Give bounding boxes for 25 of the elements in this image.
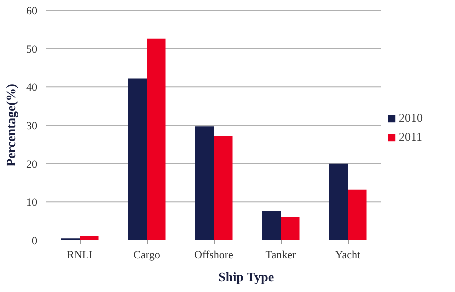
x-tick-label: Offshore <box>194 250 234 262</box>
bar <box>128 78 147 240</box>
bar <box>214 136 233 240</box>
y-tick-label: 0 <box>32 236 38 248</box>
x-tick-label: Yacht <box>335 250 361 262</box>
y-tick-label: 30 <box>26 120 38 132</box>
x-tick-label: Cargo <box>134 250 161 262</box>
bar <box>262 211 281 240</box>
bar <box>348 190 367 240</box>
bar <box>195 126 214 240</box>
x-axis-title: Ship Type <box>218 270 274 284</box>
y-tick-label: 50 <box>26 44 38 56</box>
y-axis-title: Percentage(%) <box>4 84 18 167</box>
legend-label: 2011 <box>399 130 423 145</box>
x-tick-label: RNLI <box>67 250 94 262</box>
y-tick-label: 20 <box>26 158 38 171</box>
legend-label: 2010 <box>399 111 423 126</box>
bar <box>147 38 166 240</box>
x-tick-label: Tanker <box>266 250 297 262</box>
y-tick-label: 40 <box>26 82 38 94</box>
y-tick-label: 10 <box>26 197 38 210</box>
bar <box>329 164 348 240</box>
bar <box>281 218 300 240</box>
bar <box>80 236 99 240</box>
y-tick-label: 60 <box>26 6 38 18</box>
